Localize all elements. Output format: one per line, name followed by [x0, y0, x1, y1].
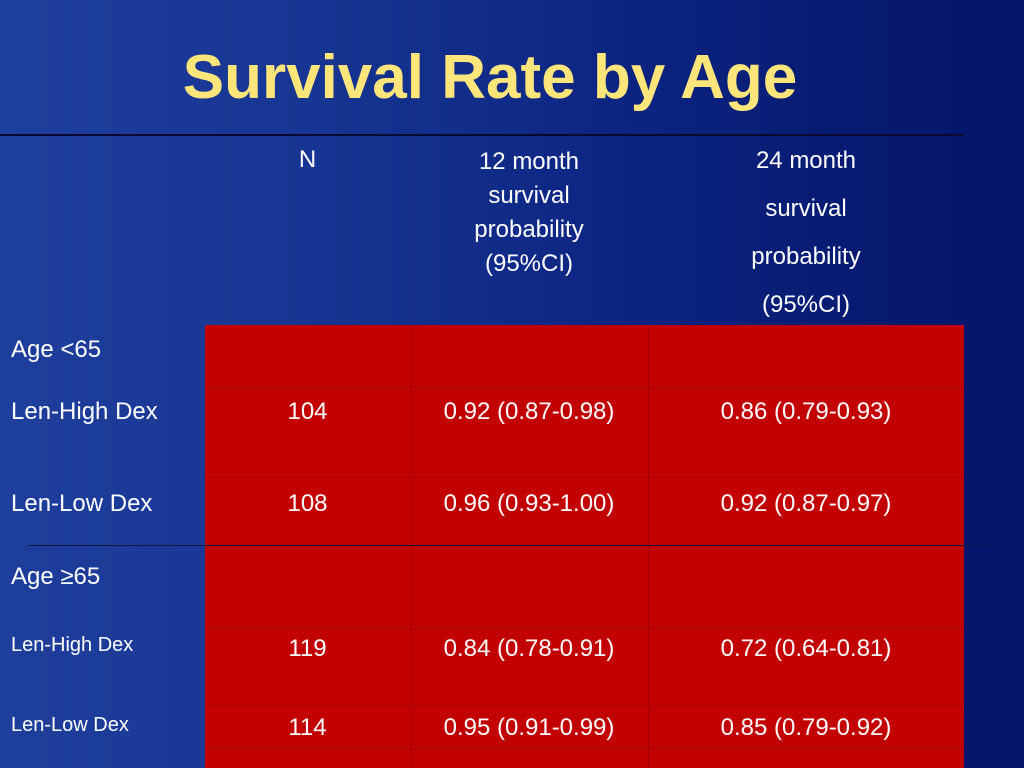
- column-header-line: survival: [765, 195, 847, 222]
- column-header-line: survival: [488, 182, 570, 209]
- row-label: Len-Low Dex: [11, 714, 129, 736]
- cell-24-month: 0.85 (0.79-0.92): [720, 714, 892, 741]
- cell-12-month: 0.92 (0.87-0.98): [443, 398, 615, 425]
- cell-n: 114: [288, 714, 327, 741]
- table-body-fill: [205, 325, 964, 768]
- column-header-line: (95%CI): [761, 291, 851, 318]
- column-header-line: N: [298, 146, 317, 173]
- column-header-12-month: 12 month survival probability (95%CI): [410, 145, 648, 281]
- column-header-line: 24 month: [755, 147, 857, 174]
- column-header-line: 12 month: [478, 148, 580, 175]
- row-label: Len-High Dex: [11, 398, 158, 425]
- group-label-age-under-65: Age <65: [11, 336, 102, 363]
- row-divider: [205, 477, 964, 478]
- slide-title: Survival Rate by Age: [182, 43, 798, 112]
- row-label: Len-Low Dex: [11, 490, 153, 517]
- row-divider: [205, 748, 964, 749]
- group-divider: [28, 545, 992, 546]
- column-header-line: (95%CI): [484, 250, 574, 277]
- cell-n: 108: [287, 490, 328, 517]
- cell-12-month: 0.96 (0.93-1.00): [443, 490, 615, 517]
- header-divider: [0, 134, 964, 136]
- column-header-line: probability: [751, 243, 861, 270]
- cell-12-month: 0.95 (0.91-0.99): [443, 714, 615, 741]
- row-divider: [205, 387, 964, 388]
- cell-24-month: 0.86 (0.79-0.93): [720, 398, 892, 425]
- cell-n: 104: [287, 398, 328, 425]
- cell-n: 119: [288, 635, 327, 662]
- row-label: Len-High Dex: [11, 634, 134, 656]
- cell-12-month: 0.84 (0.78-0.91): [443, 635, 615, 662]
- column-header-n: N: [205, 145, 410, 175]
- column-divider: [648, 325, 649, 768]
- cell-24-month: 0.72 (0.64-0.81): [720, 635, 892, 662]
- row-divider: [205, 705, 964, 706]
- group-label-age-65-plus: Age ≥65: [11, 563, 101, 590]
- row-divider: [205, 628, 964, 629]
- cell-24-month: 0.92 (0.87-0.97): [720, 490, 892, 517]
- column-divider: [410, 325, 411, 768]
- column-header-line: probability: [474, 216, 584, 243]
- column-header-24-month: 24 month survival probability (95%CI): [648, 137, 964, 329]
